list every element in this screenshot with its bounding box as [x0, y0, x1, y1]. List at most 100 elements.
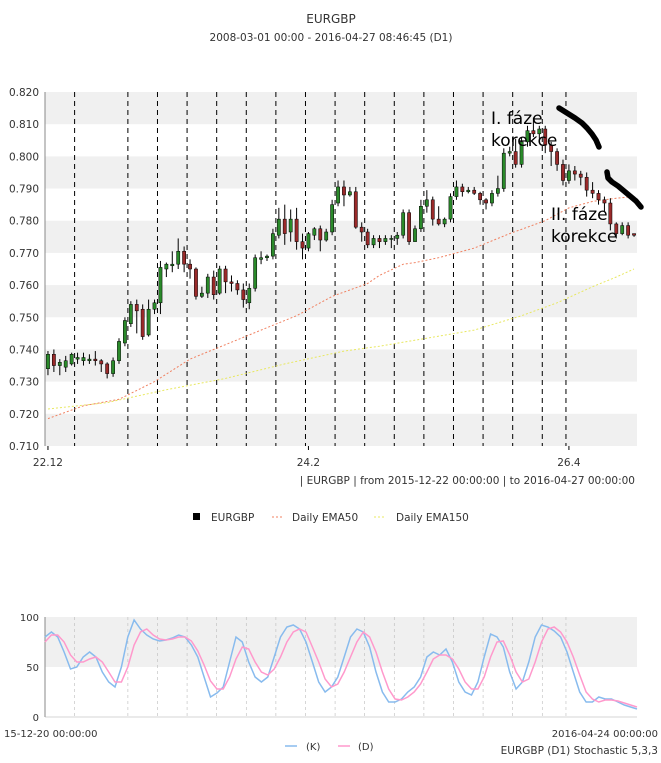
candle — [513, 151, 518, 165]
stochastic-title: EURGBP (D1) Stochastic 5,3,3 — [501, 745, 658, 757]
y-tick-label: 0.780 — [9, 216, 39, 228]
candle — [223, 268, 228, 283]
legend-d-label: (D) — [358, 742, 374, 753]
grid-band — [45, 349, 637, 382]
price-plot: 0.710 0.720 0.730 0.740 0.750 0.760 0.770 0.780… — [9, 87, 637, 469]
candle — [217, 268, 222, 294]
legend-ema150-label: Daily EMA150 — [396, 512, 469, 524]
candle — [152, 302, 157, 310]
x-tick-label: 2016-04-24 00:00:00 — [552, 729, 658, 740]
candle — [259, 257, 263, 260]
annotation-stroke-2 — [604, 169, 644, 210]
y-tick-label: 50 — [26, 663, 39, 674]
candle — [105, 363, 110, 374]
stochastic-legend: (K) (D) — [285, 742, 374, 753]
candle — [614, 223, 619, 234]
candle — [312, 228, 317, 236]
candle — [407, 212, 411, 242]
candle — [371, 238, 376, 246]
candle — [63, 360, 68, 368]
chart-title: EURGBP — [306, 12, 355, 26]
candle — [330, 204, 334, 233]
candle — [140, 308, 145, 337]
candle — [626, 225, 630, 236]
candle — [572, 170, 577, 175]
candle — [46, 354, 50, 370]
candle — [57, 362, 62, 366]
x-tick-label: 22.12 — [33, 457, 63, 469]
candle — [424, 199, 429, 207]
grid-band — [45, 617, 637, 667]
candle — [596, 193, 601, 201]
candle — [81, 357, 86, 361]
y-tick-label: 0.710 — [9, 441, 39, 453]
ema150-line — [47, 268, 635, 410]
candle — [578, 173, 583, 178]
candle — [288, 218, 293, 233]
candle — [549, 144, 554, 152]
y-tick-label: 0 — [33, 713, 39, 724]
y-tick-label: 0.800 — [9, 151, 39, 163]
candle — [490, 193, 494, 204]
candle — [146, 308, 151, 336]
candle — [176, 251, 181, 265]
candle — [241, 289, 246, 300]
y-tick-label: 100 — [20, 613, 39, 624]
grid-band — [45, 413, 637, 446]
grid-band — [45, 92, 637, 125]
candle — [111, 360, 115, 374]
candle — [194, 268, 198, 297]
stochastic-plot: 0 50 100 15-12-20 00:00:00 2016-04-24 00:00:… — [4, 613, 658, 740]
candle — [200, 292, 204, 297]
candle — [365, 231, 370, 246]
candle — [478, 193, 482, 201]
candle — [158, 267, 163, 304]
candle — [472, 189, 477, 194]
x-tick-label: 15-12-20 00:00:00 — [4, 729, 97, 740]
candle — [620, 225, 625, 234]
candle — [282, 218, 287, 234]
candle — [336, 186, 340, 204]
candle — [496, 188, 500, 194]
range-caption: | EURGBP | from 2015-12-22 00:00:00 | to… — [300, 475, 635, 487]
candle — [69, 354, 74, 365]
legend: EURGBP Daily EMA50 Daily EMA150 — [193, 512, 469, 524]
y-tick-label: 0.740 — [9, 344, 39, 356]
candle — [348, 191, 352, 196]
candle — [353, 191, 358, 228]
chart-subtitle: 2008-03-01 00:00 - 2016-04-27 08:46:45 (… — [210, 32, 453, 44]
candle — [134, 304, 139, 312]
y-tick-label: 0.770 — [9, 248, 39, 260]
candle — [182, 251, 186, 265]
candle — [170, 263, 175, 267]
candle — [389, 238, 394, 240]
legend-k-label: (K) — [306, 742, 320, 753]
candle — [543, 128, 548, 146]
candle — [211, 276, 216, 295]
grid-band — [45, 156, 637, 189]
candle — [265, 255, 269, 258]
candle — [460, 186, 465, 193]
candle — [75, 357, 80, 360]
candle — [164, 263, 169, 270]
candle — [608, 202, 613, 225]
candle — [531, 130, 536, 135]
x-tick-label: 24.2 — [297, 457, 320, 469]
candle — [525, 130, 530, 143]
candle — [300, 241, 305, 249]
candle — [383, 238, 388, 242]
candle — [602, 199, 607, 204]
candle — [306, 233, 311, 249]
annotation-line: II. fáze — [551, 205, 608, 225]
grid-band — [45, 285, 637, 318]
annotation-line: I. fáze — [491, 109, 543, 129]
candle — [377, 238, 382, 242]
candle — [419, 205, 423, 230]
candle — [555, 151, 559, 165]
candle — [324, 231, 329, 241]
candle — [318, 228, 323, 241]
candle — [442, 218, 447, 225]
legend-eurgbp-label: EURGBP — [211, 512, 254, 524]
candle — [413, 228, 417, 242]
